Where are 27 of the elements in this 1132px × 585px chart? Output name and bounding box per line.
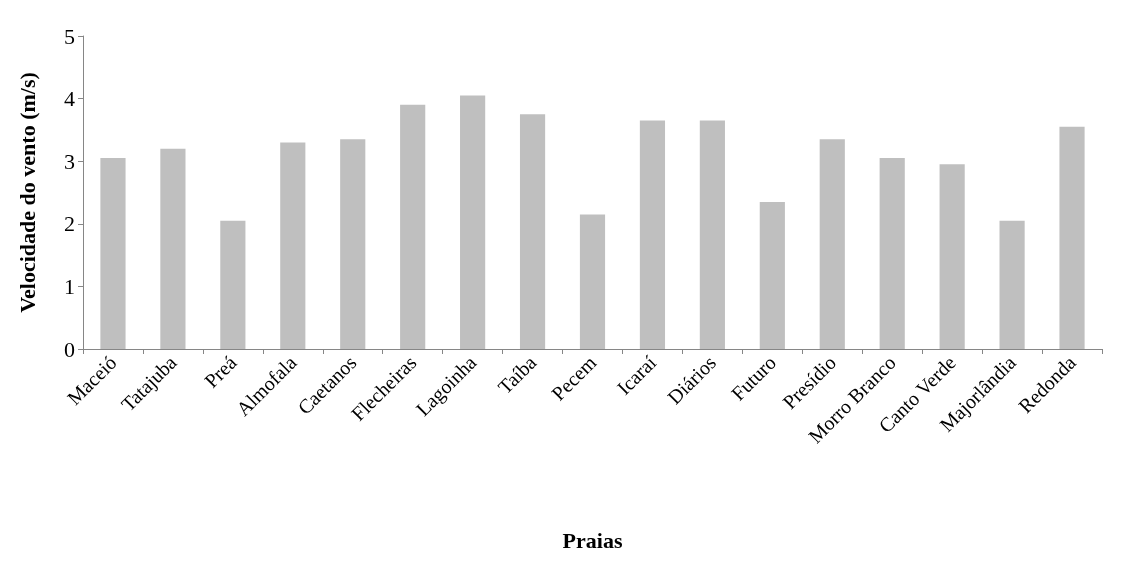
bar	[819, 139, 845, 349]
bar	[1059, 126, 1085, 349]
bar	[160, 148, 186, 349]
x-tick-label: Taíba	[493, 351, 541, 398]
bar	[879, 158, 905, 349]
y-axis-title: Velocidade do vento (m/s)	[14, 72, 40, 313]
y-tick-label: 1	[64, 273, 75, 299]
bar	[939, 164, 965, 349]
bar	[699, 120, 725, 349]
x-tick-label: Preá	[199, 351, 241, 392]
bar	[100, 158, 126, 349]
bar	[579, 214, 606, 349]
bar	[400, 104, 426, 349]
bar	[220, 220, 246, 349]
y-tick-label: 4	[64, 86, 75, 112]
y-tick-label: 0	[64, 336, 75, 362]
y-tick-label: 3	[64, 148, 75, 174]
bar	[460, 95, 486, 349]
bar	[340, 139, 366, 349]
bar	[639, 120, 666, 349]
bar	[759, 201, 785, 349]
bar	[280, 142, 306, 349]
y-tick-label: 5	[64, 23, 75, 49]
bar	[519, 114, 546, 349]
y-tick-label: 2	[64, 211, 75, 237]
bar	[999, 220, 1025, 349]
x-axis-title: Praias	[562, 527, 623, 553]
